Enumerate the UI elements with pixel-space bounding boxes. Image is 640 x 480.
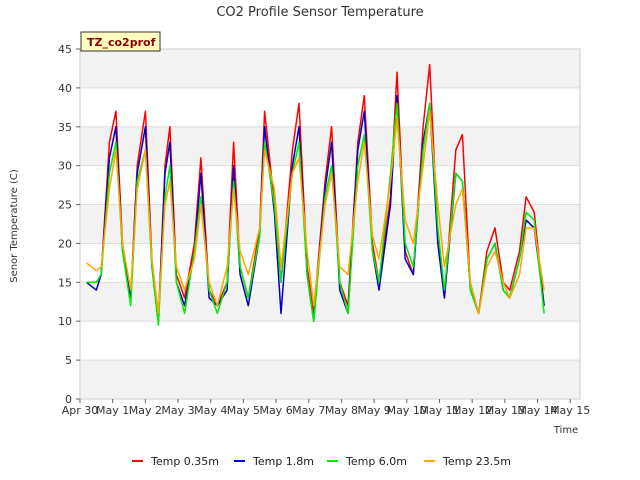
x-tick-label: May 8 bbox=[325, 404, 358, 417]
x-tick-label: May 14 bbox=[517, 404, 557, 417]
grid-band bbox=[80, 87, 580, 127]
chart-title: CO2 Profile Sensor Temperature bbox=[216, 5, 423, 20]
y-tick-label: 35 bbox=[58, 121, 72, 134]
x-tick-label: May 11 bbox=[419, 404, 459, 417]
x-tick-label: May 5 bbox=[227, 404, 260, 417]
x-tick-label: May 6 bbox=[259, 404, 292, 417]
y-axis-label: Senor Temperature (C) bbox=[9, 169, 20, 283]
x-tick-label: May 13 bbox=[485, 404, 525, 417]
y-tick-label: 5 bbox=[65, 354, 72, 367]
legend: Temp 0.35m Temp 1.8m Temp 6.0m Temp 23.5m bbox=[132, 455, 511, 468]
series-lines bbox=[86, 63, 545, 326]
legend-label: Temp 23.5m bbox=[442, 455, 511, 468]
grid-band bbox=[80, 282, 580, 322]
site-tag: TZ_co2prof bbox=[80, 31, 161, 52]
x-axis-label: Time bbox=[553, 425, 578, 436]
x-tick-label: May 2 bbox=[129, 404, 162, 417]
y-tick-label: 45 bbox=[58, 43, 72, 56]
x-tick-label: May 3 bbox=[161, 404, 194, 417]
y-tick-label: 20 bbox=[58, 237, 72, 250]
x-tick-label: May 4 bbox=[194, 404, 227, 417]
grid-band bbox=[80, 49, 580, 88]
x-tick-label: May 9 bbox=[357, 404, 390, 417]
y-tick-label: 40 bbox=[58, 82, 72, 95]
grid-bands bbox=[80, 49, 580, 399]
x-tick-label: Apr 30 bbox=[62, 404, 99, 417]
legend-label: Temp 0.35m bbox=[150, 455, 219, 468]
y-tick-label: 10 bbox=[58, 315, 72, 328]
y-tick-label: 15 bbox=[58, 276, 72, 289]
site-tag-text: TZ_co2prof bbox=[87, 36, 156, 49]
legend-label: Temp 1.8m bbox=[252, 455, 314, 468]
grid-band bbox=[80, 243, 580, 283]
x-tick-label: May 10 bbox=[387, 404, 427, 417]
x-tick-label: May 7 bbox=[292, 404, 325, 417]
y-axis-ticks: 0 5 10 15 20 25 30 35 40 45 bbox=[58, 43, 80, 406]
y-tick-label: 30 bbox=[58, 160, 72, 173]
grid-band bbox=[80, 321, 580, 361]
y-tick-label: 0 bbox=[65, 393, 72, 406]
grid-band bbox=[80, 204, 580, 244]
x-tick-label: May 1 bbox=[96, 404, 129, 417]
grid-band bbox=[80, 360, 580, 399]
y-tick-label: 25 bbox=[58, 199, 72, 212]
plot-frame bbox=[79, 48, 581, 400]
series-line-4 bbox=[86, 110, 545, 315]
legend-label: Temp 6.0m bbox=[345, 455, 407, 468]
x-tick-label: May 15 bbox=[550, 404, 590, 417]
x-tick-label: May 12 bbox=[452, 404, 492, 417]
